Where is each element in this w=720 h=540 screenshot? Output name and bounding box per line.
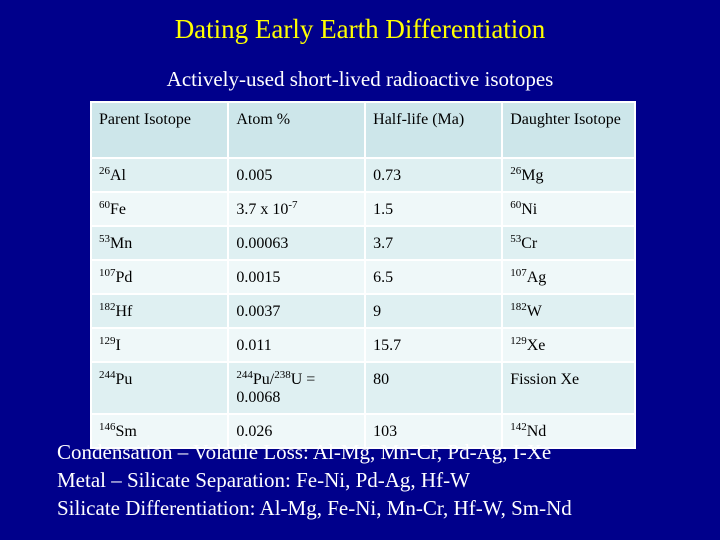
element-symbol: Sm xyxy=(115,423,137,440)
element-symbol: Ni xyxy=(521,201,538,218)
daughter-isotope-cell: 60Ni xyxy=(501,191,636,227)
notes-block: Condensation – Volatile Loss: Al-Mg, Mn-… xyxy=(57,438,572,522)
mass-number: 60 xyxy=(99,199,110,211)
mass-number: 107 xyxy=(510,267,527,279)
half-life-cell: 80 xyxy=(364,361,504,415)
atom-percent-cell: 0.026 xyxy=(227,413,367,449)
parent-isotope-cell: 244Pu xyxy=(89,361,230,415)
element-symbol: Cr xyxy=(521,235,538,252)
daughter-isotope-cell: 182W xyxy=(501,293,636,329)
daughter-isotope-cell: 26Mg xyxy=(501,157,636,193)
daughter-isotope-cell: 107Ag xyxy=(501,259,636,295)
mass-number: 26 xyxy=(510,165,522,177)
element-symbol: Mg xyxy=(521,167,544,184)
table-row: 107Pd 0.0015 6.5 107Ag xyxy=(89,259,636,295)
atom-percent-cell: 3.7 x 10-7 xyxy=(227,191,367,227)
table-row: 146Sm 0.026 103 142Nd xyxy=(89,413,636,449)
half-life-cell: 15.7 xyxy=(364,327,504,363)
atom-percent-cell: 0.00063 xyxy=(227,225,367,261)
daughter-isotope-cell: 129Xe xyxy=(501,327,636,363)
table-row: 129I 0.011 15.7 129Xe xyxy=(89,327,636,363)
mass-number: 107 xyxy=(99,267,116,279)
element-symbol: Al xyxy=(110,167,126,184)
table-row: 244Pu 244Pu/238U = 0.0068 80 Fission Xe xyxy=(89,361,636,415)
atom-percent-base: 3.7 x 10 xyxy=(236,201,289,218)
half-life-cell: 1.5 xyxy=(364,191,504,227)
half-life-cell: 9 xyxy=(364,293,504,329)
atom-percent-cell: 0.011 xyxy=(227,327,367,363)
table-row: 53Mn 0.00063 3.7 53Cr xyxy=(89,225,636,261)
mass-number: 244 xyxy=(236,369,253,381)
mass-number: 53 xyxy=(99,233,110,245)
table-row: 60Fe 3.7 x 10-7 1.5 60Ni xyxy=(89,191,636,227)
atom-percent-cell: 244Pu/238U = 0.0068 xyxy=(227,361,367,415)
element-symbol: Ag xyxy=(526,269,547,286)
mass-number: 129 xyxy=(99,335,116,347)
mass-number: 146 xyxy=(99,421,116,433)
half-life-cell: 0.73 xyxy=(364,157,504,193)
mass-number: 238 xyxy=(274,369,291,381)
note-line: Condensation – Volatile Loss: Al-Mg, Mn-… xyxy=(57,440,552,464)
mass-number: 142 xyxy=(510,421,527,433)
daughter-isotope-cell: Fission Xe xyxy=(501,361,636,415)
daughter-isotope-cell: 53Cr xyxy=(501,225,636,261)
mass-number: 182 xyxy=(99,301,116,313)
element-symbol: W xyxy=(526,303,542,320)
atom-percent-cell: 0.005 xyxy=(227,157,367,193)
table-row: 26Al 0.005 0.73 26Mg xyxy=(89,157,636,193)
note-line: Silicate Differentiation: Al-Mg, Fe-Ni, … xyxy=(57,496,572,520)
element-symbol: I xyxy=(115,337,121,354)
atom-percent-cell: 0.0015 xyxy=(227,259,367,295)
header-daughter-isotope: Daughter Isotope xyxy=(501,101,636,159)
mass-number: 182 xyxy=(510,301,527,313)
parent-isotope-cell: 60Fe xyxy=(89,191,230,227)
element-symbol: Mn xyxy=(110,235,133,252)
slide-subtitle: Actively-used short-lived radioactive is… xyxy=(166,67,554,91)
half-life-cell: 3.7 xyxy=(364,225,504,261)
header-atom-percent: Atom % xyxy=(227,101,367,159)
atom-percent-cell: 0.0037 xyxy=(227,293,367,329)
parent-isotope-cell: 26Al xyxy=(89,157,230,193)
daughter-isotope-cell: 142Nd xyxy=(501,413,636,449)
mass-number: 244 xyxy=(99,369,116,381)
element-symbol: Pd xyxy=(115,269,133,286)
parent-isotope-cell: 146Sm xyxy=(89,413,230,449)
element-symbol: Xe xyxy=(526,337,546,354)
element-symbol: Hf xyxy=(115,303,133,320)
mass-number: 26 xyxy=(99,165,110,177)
atom-ratio-part: U = xyxy=(290,371,316,388)
parent-isotope-cell: 107Pd xyxy=(89,259,230,295)
parent-isotope-cell: 129I xyxy=(89,327,230,363)
header-parent-isotope: Parent Isotope xyxy=(89,101,230,159)
atom-ratio-part: Pu/ xyxy=(252,371,275,388)
atom-percent-exponent: -7 xyxy=(288,199,298,211)
mass-number: 60 xyxy=(510,199,522,211)
table-row: 182Hf 0.0037 9 182W xyxy=(89,293,636,329)
table-header-row: Parent Isotope Atom % Half-life (Ma) Dau… xyxy=(89,101,636,159)
element-symbol: Pu xyxy=(115,371,133,388)
parent-isotope-cell: 53Mn xyxy=(89,225,230,261)
slide-title: Dating Early Earth Differentiation xyxy=(174,14,546,44)
half-life-cell: 103 xyxy=(364,413,504,449)
note-line: Metal – Silicate Separation: Fe-Ni, Pd-A… xyxy=(57,468,470,492)
parent-isotope-cell: 182Hf xyxy=(89,293,230,329)
isotope-table: Parent Isotope Atom % Half-life (Ma) Dau… xyxy=(89,101,636,449)
header-half-life: Half-life (Ma) xyxy=(364,101,504,159)
element-symbol: Nd xyxy=(526,423,547,440)
atom-ratio-value: 0.0068 xyxy=(236,389,281,406)
element-symbol: Fe xyxy=(110,201,126,218)
half-life-cell: 6.5 xyxy=(364,259,504,295)
mass-number: 129 xyxy=(510,335,527,347)
mass-number: 53 xyxy=(510,233,522,245)
